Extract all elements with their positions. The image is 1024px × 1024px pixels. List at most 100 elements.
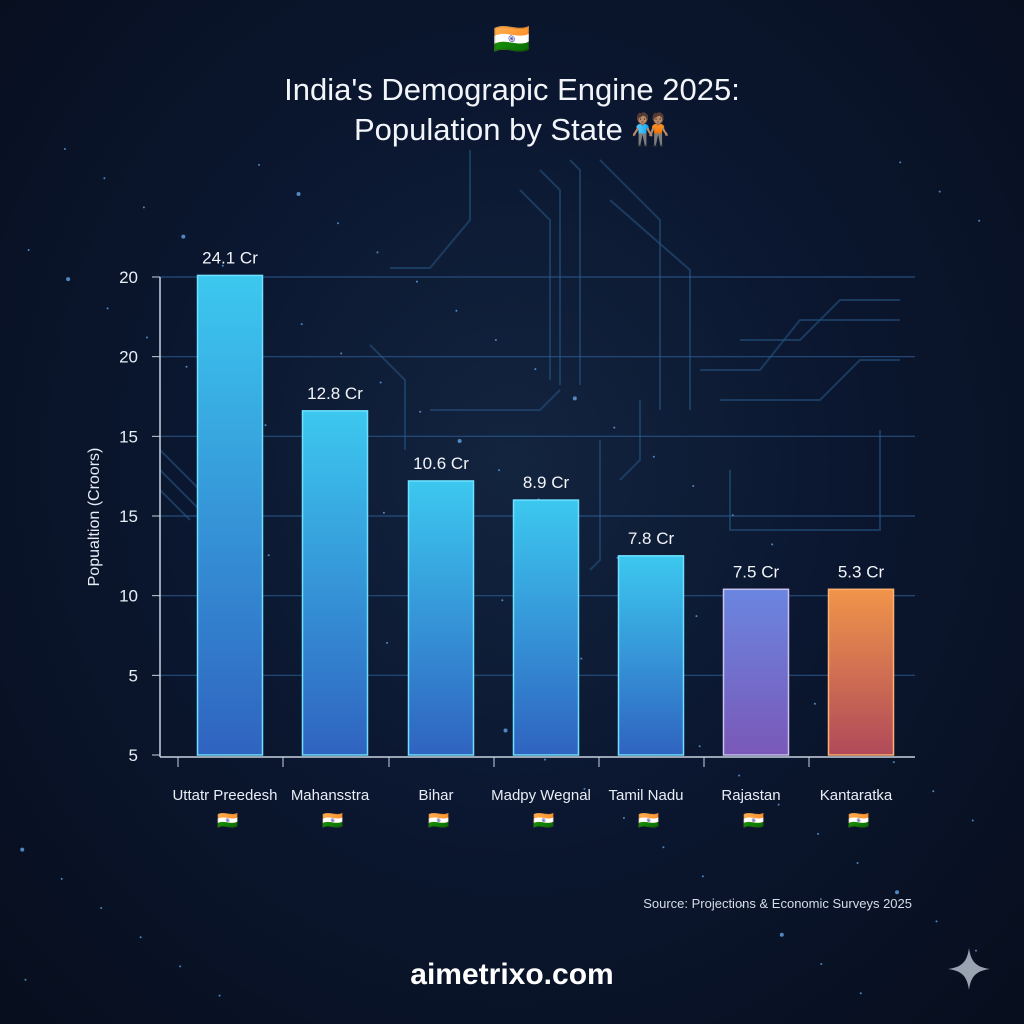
star-dot bbox=[296, 192, 301, 197]
star-dot bbox=[142, 206, 145, 209]
star-dot bbox=[300, 323, 303, 326]
circuit-trace bbox=[159, 489, 191, 521]
star-dot bbox=[66, 277, 71, 282]
circuit-decoration bbox=[20, 148, 981, 997]
star-dot bbox=[820, 962, 823, 965]
star-dot bbox=[185, 365, 188, 368]
star-dot bbox=[27, 248, 30, 251]
star-dot bbox=[139, 936, 142, 939]
star-dot bbox=[572, 396, 577, 401]
bar-mahansstra bbox=[301, 410, 369, 756]
chart-title: India's Demograpic Engine 2025: Populati… bbox=[0, 70, 1024, 150]
data-label: 8.9 Cr bbox=[523, 473, 570, 492]
star-dot bbox=[20, 847, 25, 852]
star-dot bbox=[221, 264, 224, 267]
star-dot bbox=[692, 484, 695, 487]
star-dot bbox=[264, 424, 267, 427]
circuit-trace bbox=[740, 299, 900, 341]
y-axis-label: Popualtion (Croors) bbox=[86, 448, 103, 587]
circuit-trace bbox=[519, 189, 551, 380]
bar-uttatr-preedesh bbox=[196, 274, 264, 756]
star-dot bbox=[415, 280, 418, 283]
y-tick-label: 5 bbox=[129, 666, 138, 685]
star-dot bbox=[457, 438, 462, 443]
star-dot bbox=[103, 177, 106, 180]
star-dot bbox=[738, 774, 741, 777]
star-dot bbox=[501, 599, 504, 602]
source-note: Source: Projections & Economic Surveys 2… bbox=[643, 896, 912, 911]
star-dot bbox=[892, 761, 895, 764]
circuit-trace bbox=[159, 469, 201, 511]
star-dot bbox=[181, 234, 186, 239]
footer-brand[interactable]: aimetrixo.com bbox=[410, 958, 614, 991]
title-flag-icon: 🇮🇳 bbox=[493, 23, 531, 56]
star-dot bbox=[701, 875, 704, 878]
x-tick-label: Bihar bbox=[418, 787, 453, 804]
star-dot bbox=[932, 790, 935, 793]
star-dot bbox=[146, 336, 149, 339]
star-dot bbox=[494, 338, 497, 341]
star-dot bbox=[859, 992, 862, 995]
data-label: 5.3 Cr bbox=[838, 562, 885, 581]
title-line-2: Population by State 🧑🏽‍🤝‍🧑🏽 bbox=[353, 112, 671, 147]
flag-icon: 🇮🇳 bbox=[217, 811, 238, 830]
bar-tamil-nadu bbox=[617, 555, 685, 756]
circuit-trace bbox=[569, 159, 581, 385]
bar-kantaratka bbox=[827, 588, 895, 756]
star-dot bbox=[938, 190, 941, 193]
flag-icon: 🇮🇳 bbox=[638, 811, 659, 830]
star-dot bbox=[971, 819, 974, 822]
star-dot bbox=[376, 251, 379, 254]
star-dot bbox=[935, 920, 938, 923]
star-dot bbox=[455, 309, 458, 312]
star-dot bbox=[419, 410, 422, 413]
star-dot bbox=[779, 932, 784, 937]
star-dot bbox=[652, 455, 655, 458]
star-dot bbox=[662, 846, 665, 849]
circuit-trace bbox=[720, 359, 900, 401]
star-dot bbox=[695, 615, 698, 618]
x-tick-label: Madpy Wegnal bbox=[491, 787, 591, 804]
star-dot bbox=[24, 978, 27, 981]
data-label: 7.5 Cr bbox=[733, 562, 780, 581]
bars: 24.1 Cr 12.8 Cr 10.6 Cr 8.9 Cr 7.8 Cr 7.5 Cr 5… bbox=[196, 248, 895, 756]
star-dot bbox=[498, 469, 501, 472]
circuit-trace bbox=[609, 199, 691, 410]
star-dot bbox=[382, 511, 385, 514]
axes: 5 5 10 15 15 20 20 Uttatr Preedesh 🇮🇳 Mahansstra 🇮… bbox=[119, 268, 915, 830]
star-dot bbox=[771, 543, 774, 546]
star-dot bbox=[698, 745, 701, 748]
bar-rajastan bbox=[722, 588, 790, 756]
y-tick-label: 5 bbox=[129, 746, 138, 765]
star-dot bbox=[978, 219, 981, 222]
circuit-trace bbox=[700, 319, 900, 371]
star-dot bbox=[106, 307, 109, 310]
star-dot bbox=[613, 426, 616, 429]
sparkle-icon bbox=[948, 948, 990, 990]
star-dot bbox=[895, 890, 900, 895]
circuit-trace bbox=[430, 389, 561, 411]
star-dot bbox=[580, 657, 583, 660]
star-dot bbox=[386, 641, 389, 644]
bar-madpy-wegnal bbox=[512, 499, 580, 756]
star-dot bbox=[337, 222, 340, 225]
bar-bihar bbox=[407, 480, 475, 756]
x-tick-label: Kantaratka bbox=[820, 787, 893, 804]
star-dot bbox=[622, 817, 625, 820]
y-tick-label: 20 bbox=[119, 348, 138, 367]
x-tick-label: Mahansstra bbox=[291, 787, 370, 804]
star-dot bbox=[534, 368, 537, 371]
flag-icon: 🇮🇳 bbox=[848, 811, 869, 830]
title-line-1: India's Demograpic Engine 2025: bbox=[284, 72, 740, 107]
flag-icon: 🇮🇳 bbox=[428, 811, 449, 830]
star-dot bbox=[899, 161, 902, 164]
star-dot bbox=[503, 728, 508, 733]
flag-icon: 🇮🇳 bbox=[533, 811, 554, 830]
star-dot bbox=[543, 758, 546, 761]
star-dot bbox=[777, 803, 780, 806]
y-tick-label: 20 bbox=[119, 268, 138, 287]
star-dot bbox=[63, 148, 66, 151]
flag-icon: 🇮🇳 bbox=[322, 811, 343, 830]
circuit-trace bbox=[369, 344, 406, 450]
circuit-trace bbox=[599, 159, 661, 410]
